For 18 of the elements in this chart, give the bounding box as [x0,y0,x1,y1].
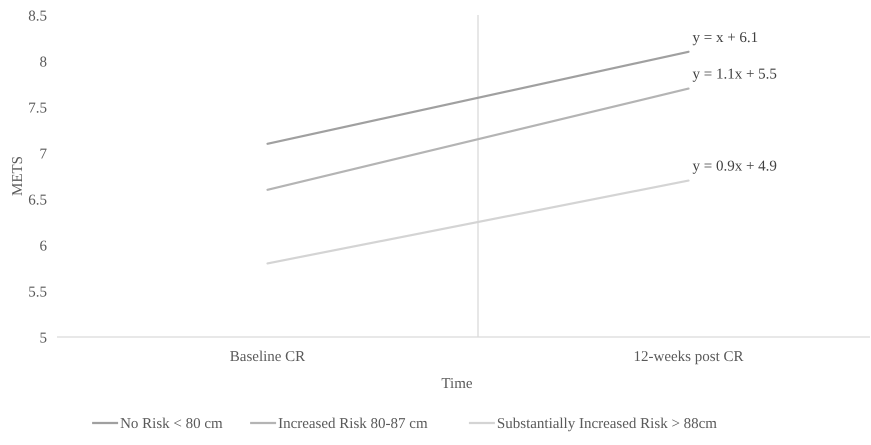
legend-label: No Risk < 80 cm [120,416,224,432]
y-axis-title: METS [10,156,26,196]
y-tick-label: 7 [40,146,48,162]
y-tick-label: 8.5 [28,8,47,24]
legend-label: Substantially Increased Risk > 88cm [496,416,718,432]
annotation: y = 1.1x + 5.5 [692,66,777,83]
y-tick-label: 8 [40,54,47,70]
annotation: y = x + 6.1 [692,30,758,46]
y-tick-label: 7.5 [28,100,47,116]
y-tick-label: 5 [40,330,47,346]
x-tick-label: 12-weeks post CR [634,349,744,365]
x-tick-label: Baseline CR [230,349,306,365]
legend-label: Increased Risk 80-87 cm [278,416,428,432]
y-tick-label: 5.5 [28,284,47,300]
x-axis-title: Time [441,376,473,392]
annotation: y = 0.9x + 4.9 [692,158,777,175]
y-tick-label: 6 [40,238,48,254]
y-tick-label: 6.5 [28,192,47,208]
